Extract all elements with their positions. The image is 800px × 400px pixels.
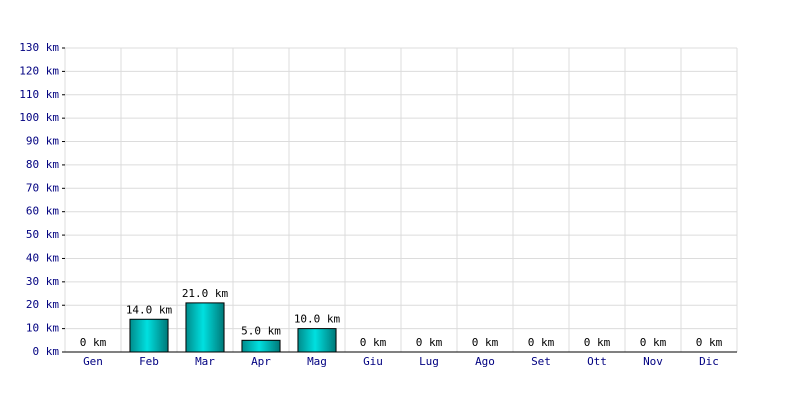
value-label: 0 km <box>640 336 667 349</box>
value-label: 21.0 km <box>182 287 229 300</box>
value-label: 14.0 km <box>126 303 173 316</box>
y-tick-label: 80 km <box>26 158 59 171</box>
bar <box>297 328 337 353</box>
y-tick-label: 120 km <box>19 64 59 77</box>
value-label: 0 km <box>696 336 723 349</box>
y-tick-label: 90 km <box>26 135 59 148</box>
x-tick-label: Set <box>531 355 551 368</box>
value-label: 0 km <box>528 336 555 349</box>
y-tick-label: 130 km <box>19 41 59 54</box>
x-tick-label: Feb <box>139 355 159 368</box>
value-label: 10.0 km <box>294 313 341 326</box>
y-tick-label: 50 km <box>26 228 59 241</box>
value-label: 0 km <box>584 336 611 349</box>
value-label: 0 km <box>360 336 387 349</box>
x-tick-label: Mag <box>307 355 327 368</box>
x-tick-label: Mar <box>195 355 215 368</box>
value-label: 5.0 km <box>241 324 281 337</box>
x-tick-label: Ott <box>587 355 607 368</box>
y-tick-label: 20 km <box>26 298 59 311</box>
value-label: 0 km <box>472 336 499 349</box>
x-tick-label: Dic <box>699 355 719 368</box>
x-tick-label: Nov <box>643 355 663 368</box>
y-tick-label: 40 km <box>26 251 59 264</box>
x-tick-label: Ago <box>475 355 495 368</box>
y-tick-label: 100 km <box>19 111 59 124</box>
y-tick-label: 60 km <box>26 205 59 218</box>
x-tick-label: Gen <box>83 355 103 368</box>
y-tick-label: 0 km <box>33 345 60 358</box>
x-tick-label: Giu <box>363 355 383 368</box>
bar <box>241 339 281 353</box>
y-tick-label: 70 km <box>26 181 59 194</box>
x-tick-label: Apr <box>251 355 271 368</box>
bar <box>129 318 169 353</box>
y-tick-label: 10 km <box>26 322 59 335</box>
x-tick-label: Lug <box>419 355 439 368</box>
y-tick-label: 110 km <box>19 88 59 101</box>
y-tick-label: 30 km <box>26 275 59 288</box>
value-label: 0 km <box>416 336 443 349</box>
value-label: 0 km <box>80 336 107 349</box>
bar <box>185 302 225 353</box>
